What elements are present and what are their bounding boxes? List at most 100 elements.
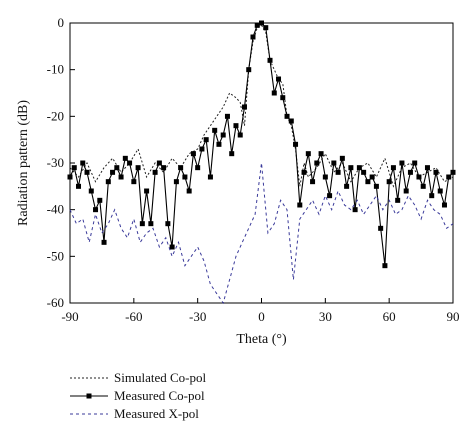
y-tick-label: -10 bbox=[47, 62, 64, 77]
data-point bbox=[131, 179, 137, 185]
data-point bbox=[84, 169, 90, 175]
data-point bbox=[144, 188, 150, 194]
data-point bbox=[390, 165, 396, 171]
data-point bbox=[127, 160, 133, 166]
y-tick-label: -40 bbox=[47, 202, 64, 217]
data-point bbox=[224, 113, 230, 119]
data-point bbox=[416, 174, 422, 180]
data-point bbox=[412, 160, 418, 166]
data-point bbox=[301, 169, 307, 175]
x-tick-label: 30 bbox=[319, 309, 332, 324]
data-point bbox=[293, 141, 299, 147]
data-point bbox=[105, 179, 111, 185]
data-point bbox=[395, 197, 401, 203]
data-point bbox=[259, 20, 264, 26]
y-tick-label: -20 bbox=[47, 108, 64, 123]
series-line-2 bbox=[69, 162, 454, 305]
data-point bbox=[339, 155, 345, 161]
data-point bbox=[361, 169, 367, 175]
data-point bbox=[284, 113, 290, 119]
data-point bbox=[97, 197, 103, 203]
data-point bbox=[156, 160, 162, 166]
data-point bbox=[148, 221, 154, 227]
series-layer bbox=[67, 20, 456, 305]
legend-label-0: Simulated Co-pol bbox=[114, 370, 206, 385]
data-point bbox=[241, 104, 247, 110]
data-point bbox=[165, 221, 171, 227]
data-point bbox=[101, 239, 107, 245]
data-point bbox=[335, 169, 341, 175]
y-axis-label: Radiation pattern (dB) bbox=[16, 100, 31, 226]
data-point bbox=[263, 25, 269, 31]
data-point bbox=[276, 76, 282, 82]
data-point bbox=[280, 95, 286, 101]
data-point bbox=[424, 165, 430, 171]
data-point bbox=[182, 174, 188, 180]
data-point bbox=[118, 174, 124, 180]
data-point bbox=[88, 188, 94, 194]
legend-marker bbox=[86, 393, 92, 399]
data-point bbox=[399, 160, 405, 166]
data-point bbox=[178, 165, 184, 171]
x-tick-label: 90 bbox=[447, 309, 460, 324]
x-axis-label: Theta (°) bbox=[236, 332, 287, 347]
data-point bbox=[356, 165, 362, 171]
x-tick-label: 0 bbox=[258, 309, 265, 324]
data-point bbox=[246, 67, 252, 73]
data-point bbox=[173, 179, 179, 185]
data-point bbox=[152, 169, 158, 175]
data-point bbox=[331, 160, 337, 166]
data-point bbox=[327, 193, 333, 199]
legend-label-1: Measured Co-pol bbox=[114, 388, 205, 403]
data-point bbox=[250, 34, 256, 40]
x-tick-label: 60 bbox=[383, 309, 396, 324]
data-point bbox=[237, 132, 243, 138]
y-tick-label: 0 bbox=[58, 15, 65, 30]
data-point bbox=[195, 165, 201, 171]
data-point bbox=[212, 127, 218, 133]
data-point bbox=[446, 174, 452, 180]
x-tick-label: -60 bbox=[125, 309, 142, 324]
data-point bbox=[207, 174, 213, 180]
data-point bbox=[288, 118, 294, 124]
data-point bbox=[122, 155, 128, 161]
series-line-1 bbox=[69, 22, 454, 266]
data-point bbox=[369, 174, 375, 180]
data-point bbox=[322, 174, 328, 180]
data-point bbox=[110, 169, 116, 175]
x-tick-label: -90 bbox=[61, 309, 78, 324]
legend: Simulated Co-pol Measured Co-pol Measured … bbox=[70, 370, 206, 421]
data-point bbox=[378, 225, 384, 231]
data-point bbox=[203, 137, 209, 143]
data-point bbox=[216, 141, 222, 147]
data-point bbox=[305, 151, 311, 157]
data-point bbox=[318, 151, 324, 157]
data-point bbox=[80, 160, 86, 166]
data-point bbox=[114, 165, 120, 171]
data-point bbox=[314, 160, 320, 166]
data-point bbox=[135, 165, 141, 171]
data-point bbox=[348, 165, 354, 171]
data-point bbox=[433, 169, 439, 175]
y-tick-label: -50 bbox=[47, 248, 64, 263]
data-point bbox=[267, 57, 273, 63]
data-point bbox=[344, 183, 350, 189]
x-tick-label: -30 bbox=[189, 309, 206, 324]
y-tick-label: -60 bbox=[47, 295, 64, 310]
data-point bbox=[310, 179, 316, 185]
data-point bbox=[365, 179, 371, 185]
legend-label-2: Measured X-pol bbox=[114, 406, 199, 421]
data-point bbox=[297, 202, 303, 208]
data-point bbox=[386, 179, 392, 185]
data-point bbox=[373, 183, 379, 189]
data-point bbox=[71, 165, 77, 171]
data-point bbox=[139, 221, 145, 227]
data-point bbox=[229, 151, 235, 157]
data-point bbox=[233, 123, 239, 129]
data-point bbox=[220, 132, 226, 138]
y-tick-label: -30 bbox=[47, 155, 64, 170]
data-point bbox=[429, 193, 435, 199]
data-point bbox=[437, 188, 443, 194]
data-point bbox=[450, 169, 456, 175]
